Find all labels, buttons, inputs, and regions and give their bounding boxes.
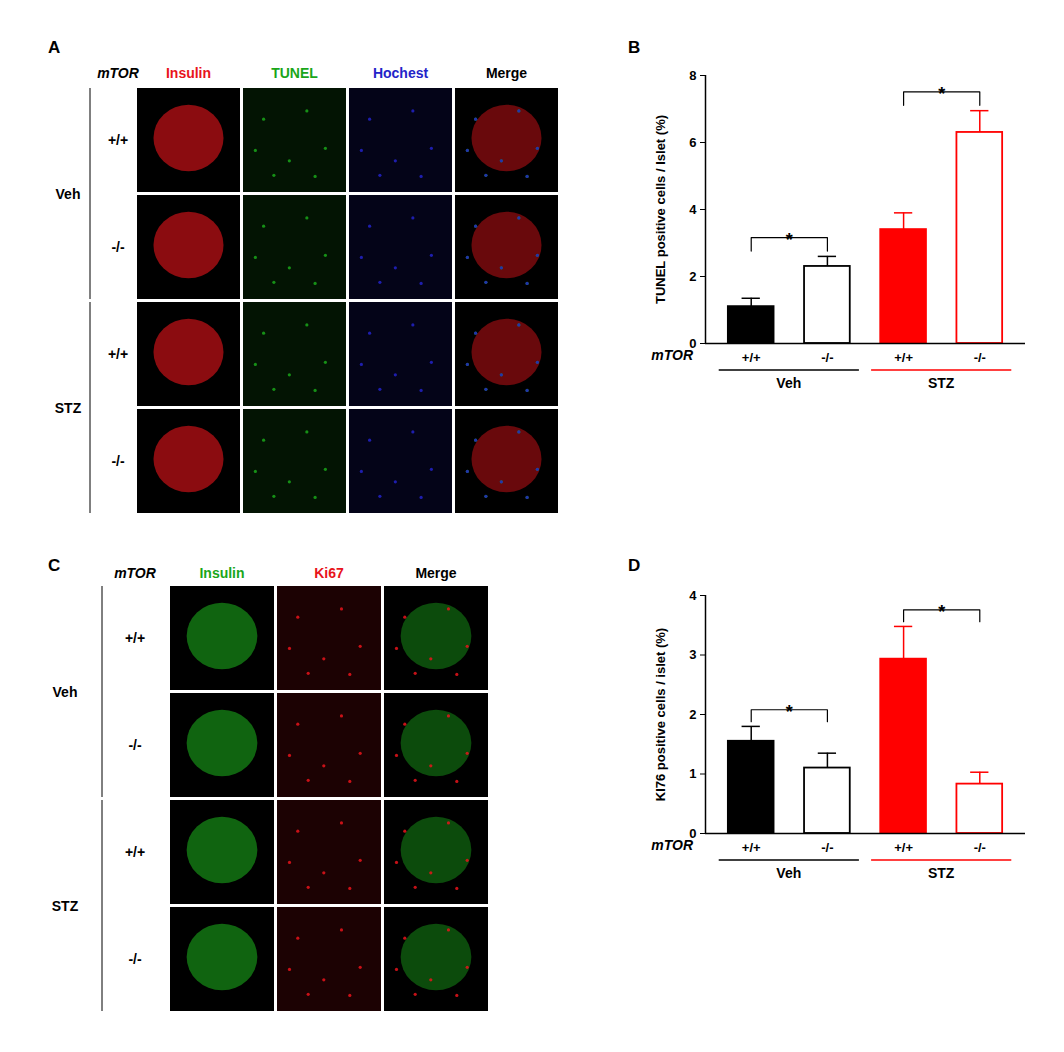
svg-text:*: * — [938, 602, 945, 622]
svg-text:-/-: -/- — [974, 840, 986, 855]
svg-text:mTOR: mTOR — [97, 65, 140, 81]
svg-text:4: 4 — [689, 588, 697, 603]
svg-text:2: 2 — [689, 269, 696, 284]
svg-text:-/-: -/- — [821, 350, 833, 365]
svg-text:+/+: +/+ — [125, 630, 145, 646]
svg-text:-/-: -/- — [128, 737, 142, 753]
svg-text:Veh: Veh — [776, 865, 801, 881]
svg-text:KI76 positive cells / islet (%: KI76 positive cells / islet (%) — [653, 628, 668, 801]
svg-text:Veh: Veh — [53, 684, 78, 700]
html-text:D: D — [628, 556, 641, 575]
svg-text:4: 4 — [689, 202, 697, 217]
svg-text:STZ: STZ — [55, 400, 82, 416]
svg-text:Veh: Veh — [56, 186, 81, 202]
svg-text:0: 0 — [689, 335, 697, 351]
svg-text:STZ: STZ — [52, 898, 79, 914]
svg-text:Insulin: Insulin — [199, 565, 244, 581]
svg-text:3: 3 — [689, 647, 696, 662]
svg-text:-/-: -/- — [821, 840, 833, 855]
svg-text:STZ: STZ — [928, 865, 955, 881]
svg-text:*: * — [786, 230, 793, 250]
svg-text:0: 0 — [689, 825, 697, 841]
svg-text:mTOR: mTOR — [114, 565, 157, 581]
svg-text:*: * — [786, 702, 793, 722]
svg-text:-/-: -/- — [974, 350, 986, 365]
svg-text:+/+: +/+ — [108, 346, 128, 362]
svg-text:+/+: +/+ — [125, 844, 145, 860]
svg-text:2: 2 — [689, 707, 696, 722]
svg-text:+/+: +/+ — [742, 840, 761, 855]
svg-text:+/+: +/+ — [108, 132, 128, 148]
svg-text:+/+: +/+ — [894, 840, 913, 855]
svg-text:Ki67: Ki67 — [314, 565, 344, 581]
svg-text:Insulin: Insulin — [166, 65, 211, 81]
html-text:C: C — [48, 556, 61, 575]
html-text:B: B — [628, 38, 641, 57]
html-text:A: A — [48, 38, 61, 57]
svg-text:-/-: -/- — [128, 951, 142, 967]
svg-text:Merge: Merge — [486, 65, 527, 81]
svg-text:+/+: +/+ — [894, 350, 913, 365]
svg-text:1: 1 — [689, 766, 696, 781]
svg-text:+/+: +/+ — [742, 350, 761, 365]
svg-text:8: 8 — [689, 68, 696, 83]
svg-text:Veh: Veh — [776, 375, 801, 391]
svg-text:mTOR: mTOR — [651, 837, 694, 853]
svg-text:mTOR: mTOR — [651, 347, 694, 363]
svg-text:6: 6 — [689, 135, 696, 150]
svg-text:Hochest: Hochest — [373, 65, 429, 81]
svg-text:*: * — [938, 84, 945, 104]
svg-text:TUNEL: TUNEL — [271, 65, 318, 81]
svg-text:TUNEL positive cells / Islet (: TUNEL positive cells / Islet (%) — [653, 115, 668, 304]
svg-text:-/-: -/- — [111, 239, 125, 255]
svg-text:STZ: STZ — [928, 375, 955, 391]
svg-text:Merge: Merge — [415, 565, 456, 581]
svg-text:-/-: -/- — [111, 453, 125, 469]
